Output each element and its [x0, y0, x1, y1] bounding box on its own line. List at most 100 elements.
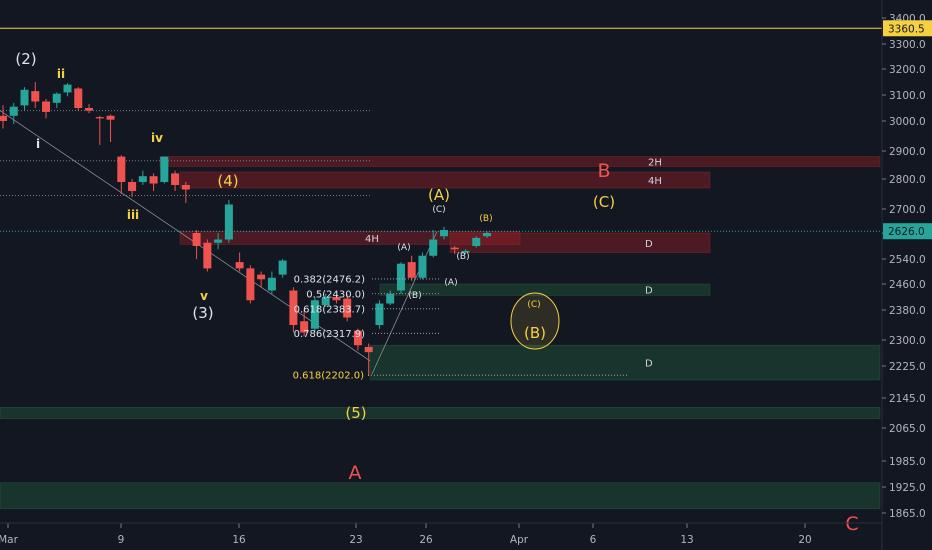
candle-body: [224, 204, 233, 240]
candle-body: [257, 274, 266, 280]
candle-body: [418, 255, 427, 278]
candle: [257, 271, 266, 288]
x-tick-label: 6: [590, 534, 597, 546]
candle: [31, 82, 40, 108]
candle-body: [149, 176, 158, 184]
price-tag: [883, 20, 932, 37]
candle: [235, 252, 244, 272]
candle: [63, 83, 72, 97]
candle: [52, 92, 61, 108]
candle-body: [31, 91, 40, 102]
y-axis-background: [882, 0, 932, 550]
x-tick-label: 23: [349, 534, 362, 546]
candle: [483, 231, 491, 238]
price-tag-label: 3360.5: [888, 23, 925, 35]
wave-label: (3): [192, 304, 213, 322]
candle-body: [472, 237, 481, 246]
wave-label: i: [36, 137, 40, 151]
candle-body: [364, 346, 373, 353]
candle: [160, 156, 169, 184]
wave-label: (B): [408, 291, 421, 301]
x-tick-label: 9: [118, 534, 125, 546]
candle-body: [267, 277, 276, 291]
x-tick-label: Mar: [0, 534, 19, 546]
candle-body: [310, 300, 319, 329]
candle-body: [106, 115, 115, 120]
candle-body: [353, 330, 362, 346]
labels-layer: (2)iii iviii(4)v(3)(5)A(A)(C)(B)(A)(B)(A)…: [15, 50, 858, 535]
candle-body: [203, 242, 212, 269]
y-tick-label: 3300.0: [889, 39, 926, 51]
fib-level-label: 0.382(2476.2): [294, 274, 366, 285]
zone-label: 4H: [648, 176, 662, 187]
wave-label: (A): [397, 243, 410, 253]
candle: [106, 114, 115, 142]
y-tick-label: 3100.0: [889, 90, 926, 102]
zone-label: D: [645, 359, 653, 370]
x-tick-label: 16: [232, 534, 246, 546]
candle: [95, 115, 104, 145]
y-tick-label: 3200.0: [889, 64, 926, 76]
y-tick-label: 1925.0: [889, 482, 926, 494]
candle-body: [483, 233, 491, 237]
wave-label: C: [845, 513, 858, 535]
wave-label: (2): [15, 50, 36, 68]
wave-label: (B): [524, 324, 546, 342]
zone-support: [0, 482, 881, 509]
y-tick-label: 1985.0: [889, 456, 926, 468]
candle: [74, 87, 83, 111]
candle: [181, 182, 190, 203]
candle: [138, 170, 147, 185]
candle-body: [214, 239, 223, 243]
wave-label: (A): [444, 278, 457, 288]
candle: [364, 343, 373, 376]
x-tick-label: 26: [419, 534, 433, 546]
highlight-ellipse: [510, 292, 560, 350]
candle: [439, 227, 448, 240]
candles-layer: [0, 82, 491, 376]
wave-label: (C): [432, 205, 445, 215]
zone-label: D: [645, 286, 653, 297]
candle-body: [461, 250, 470, 253]
y-tick-label: 2460.0: [889, 279, 926, 291]
candle: [310, 297, 319, 333]
candle: [429, 230, 438, 258]
y-tick-label: 1865.0: [889, 508, 926, 520]
wave-label: (B): [456, 252, 469, 262]
y-tick-label: 2540.0: [889, 254, 926, 266]
zone-support: [0, 407, 881, 419]
wave-label: B: [597, 160, 610, 182]
y-tick-label: 2380.0: [889, 305, 926, 317]
candle-body: [407, 262, 416, 278]
candle: [171, 170, 180, 191]
candle: [289, 287, 298, 333]
candle: [0, 105, 7, 129]
trend-line: [0, 110, 371, 362]
candle: [450, 246, 459, 255]
candle: [214, 233, 223, 250]
x-tick-label: Apr: [510, 534, 529, 546]
candle: [9, 102, 18, 124]
candle-body: [128, 182, 137, 191]
candle: [472, 236, 481, 248]
y-axis[interactable]: 3400.03300.03200.03100.03000.02900.02800…: [881, 0, 932, 550]
fib-level-label: 0.5(2430.0): [306, 289, 365, 300]
wave-label: (4): [217, 172, 238, 190]
candle: [246, 265, 255, 304]
candle: [418, 252, 427, 280]
candle-body: [429, 239, 438, 256]
candle: [267, 271, 276, 294]
candle: [375, 300, 384, 329]
zone-resistance: [159, 156, 881, 167]
x-axis[interactable]: Mar 9 16 23 26 Apr 6 13 20: [0, 522, 882, 546]
candle-body: [439, 230, 448, 237]
candle-body: [289, 290, 298, 325]
wave-label: (C): [527, 300, 540, 310]
candle-body: [386, 293, 395, 304]
wave-label: (A): [428, 186, 450, 204]
candle: [117, 155, 126, 194]
candle: [300, 310, 309, 337]
fib-level-label: 0.786(2317.9): [294, 329, 366, 340]
candle: [42, 98, 51, 119]
